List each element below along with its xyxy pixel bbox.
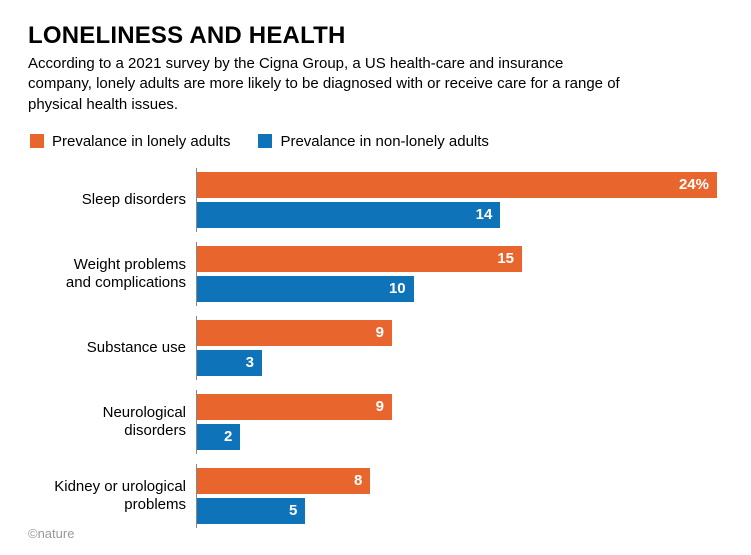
legend: Prevalance in lonely adults Prevalance i…: [28, 133, 723, 150]
legend-item-nonlonely: Prevalance in non-lonely adults: [258, 133, 488, 150]
bar: 9: [197, 320, 392, 346]
chart-title: LONELINESS AND HEALTH: [28, 22, 723, 50]
bar-group: 85: [196, 464, 723, 528]
bar-chart: Sleep disorders24%14Weight problemsand c…: [28, 168, 723, 528]
legend-swatch-nonlonely: [258, 134, 272, 148]
bar: 9: [197, 394, 392, 420]
legend-label-nonlonely: Prevalance in non-lonely adults: [280, 133, 488, 150]
bar-group: 24%14: [196, 168, 723, 232]
bar: 14: [197, 202, 500, 228]
credit: ©nature: [28, 526, 74, 541]
bar: 15: [197, 246, 522, 272]
bar: 2: [197, 424, 240, 450]
category-label: Sleep disorders: [28, 191, 196, 209]
bar: 8: [197, 468, 370, 494]
bar-group: 92: [196, 390, 723, 454]
bar-group: 1510: [196, 242, 723, 306]
category-label: Kidney or urologicalproblems: [28, 478, 196, 514]
bar: 10: [197, 276, 414, 302]
chart-subtitle: According to a 2021 survey by the Cigna …: [28, 54, 628, 115]
chart-row: Sleep disorders24%14: [28, 168, 723, 232]
bar-group: 93: [196, 316, 723, 380]
category-label: Weight problemsand complications: [28, 256, 196, 292]
category-label: Substance use: [28, 339, 196, 357]
legend-item-lonely: Prevalance in lonely adults: [30, 133, 230, 150]
chart-row: Neurologicaldisorders92: [28, 390, 723, 454]
bar: 24%: [197, 172, 717, 198]
chart-row: Substance use93: [28, 316, 723, 380]
chart-row: Weight problemsand complications1510: [28, 242, 723, 306]
category-label: Neurologicaldisorders: [28, 404, 196, 440]
bar: 5: [197, 498, 305, 524]
bar: 3: [197, 350, 262, 376]
legend-swatch-lonely: [30, 134, 44, 148]
chart-row: Kidney or urologicalproblems85: [28, 464, 723, 528]
legend-label-lonely: Prevalance in lonely adults: [52, 133, 230, 150]
